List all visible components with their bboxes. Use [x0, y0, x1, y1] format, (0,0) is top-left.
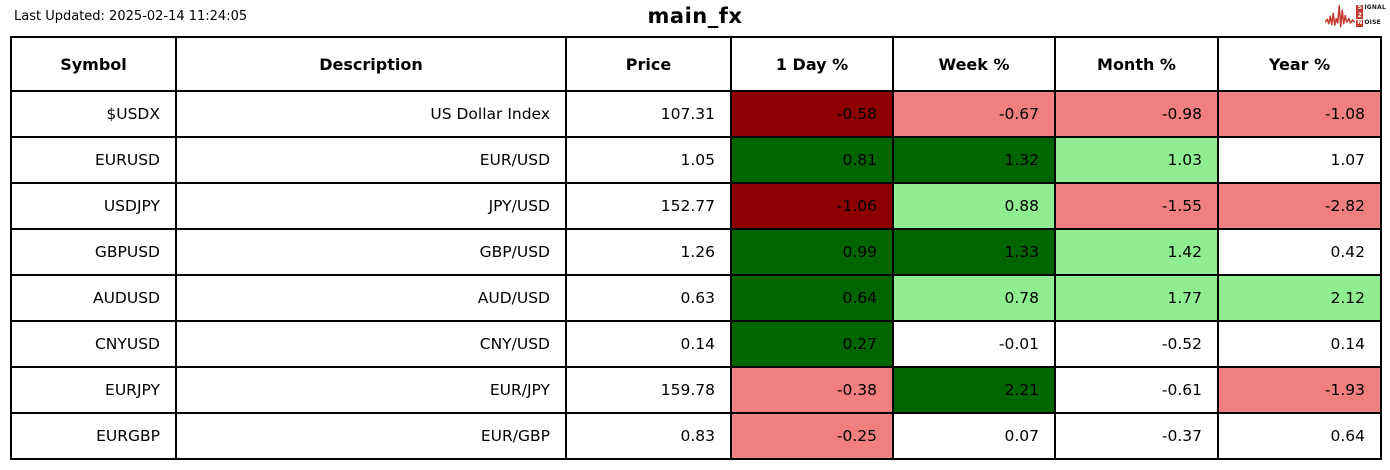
symbol-cell: EURUSD	[10, 136, 177, 184]
month-change-cell: 1.03	[1054, 136, 1219, 184]
price-cell: 0.83	[565, 412, 732, 460]
table-row: EURGBP EUR/GBP 0.83 -0.25 0.07 -0.37 0.6…	[10, 412, 1382, 460]
week-change-cell: 1.33	[892, 228, 1056, 276]
month-change-cell: 1.42	[1054, 228, 1219, 276]
signal2noise-logo: S IGNAL 2 N OISE	[1325, 2, 1386, 29]
logo-letterbox-2: 2	[1356, 11, 1364, 19]
price-cell: 1.05	[565, 136, 732, 184]
year-change-cell: 0.42	[1217, 228, 1382, 276]
symbol-cell: GBPUSD	[10, 228, 177, 276]
symbol-cell: EURGBP	[10, 412, 177, 460]
logo-line-signal: S IGNAL	[1356, 4, 1386, 12]
fx-table: Symbol Description Price 1 Day % Week % …	[10, 36, 1382, 460]
year-change-cell: 1.07	[1217, 136, 1382, 184]
price-cell: 0.63	[565, 274, 732, 322]
week-change-cell: 2.21	[892, 366, 1056, 414]
day-change-cell: 0.27	[730, 320, 894, 368]
symbol-cell: AUDUSD	[10, 274, 177, 322]
column-header-year: Year %	[1217, 36, 1382, 92]
table-row: EURJPY EUR/JPY 159.78 -0.38 2.21 -0.61 -…	[10, 366, 1382, 414]
table-row: AUDUSD AUD/USD 0.63 0.64 0.78 1.77 2.12	[10, 274, 1382, 322]
description-cell: EUR/USD	[175, 136, 567, 184]
price-cell: 1.26	[565, 228, 732, 276]
description-cell: CNY/USD	[175, 320, 567, 368]
month-change-cell: -1.55	[1054, 182, 1219, 230]
symbol-cell: $USDX	[10, 90, 177, 138]
month-change-cell: -0.37	[1054, 412, 1219, 460]
table-row: EURUSD EUR/USD 1.05 0.81 1.32 1.03 1.07	[10, 136, 1382, 184]
day-change-cell: -0.25	[730, 412, 894, 460]
week-change-cell: 0.88	[892, 182, 1056, 230]
month-change-cell: -0.52	[1054, 320, 1219, 368]
page-title: main_fx	[647, 4, 743, 28]
top-bar: Last Updated: 2025-02-14 11:24:05 main_f…	[0, 0, 1390, 36]
table-row: USDJPY JPY/USD 152.77 -1.06 0.88 -1.55 -…	[10, 182, 1382, 230]
year-change-cell: -1.93	[1217, 366, 1382, 414]
day-change-cell: -0.38	[730, 366, 894, 414]
month-change-cell: -0.98	[1054, 90, 1219, 138]
year-change-cell: -1.08	[1217, 90, 1382, 138]
week-change-cell: -0.01	[892, 320, 1056, 368]
price-cell: 107.31	[565, 90, 732, 138]
symbol-cell: CNYUSD	[10, 320, 177, 368]
price-cell: 0.14	[565, 320, 732, 368]
week-change-cell: 1.32	[892, 136, 1056, 184]
symbol-cell: USDJPY	[10, 182, 177, 230]
description-cell: EUR/GBP	[175, 412, 567, 460]
logo-letterbox-s: S	[1356, 4, 1364, 12]
description-cell: AUD/USD	[175, 274, 567, 322]
table-row: GBPUSD GBP/USD 1.26 0.99 1.33 1.42 0.42	[10, 228, 1382, 276]
column-header-month: Month %	[1054, 36, 1219, 92]
description-cell: JPY/USD	[175, 182, 567, 230]
day-change-cell: -0.58	[730, 90, 894, 138]
description-cell: GBP/USD	[175, 228, 567, 276]
description-cell: US Dollar Index	[175, 90, 567, 138]
column-header-symbol: Symbol	[10, 36, 177, 92]
week-change-cell: 0.07	[892, 412, 1056, 460]
price-cell: 152.77	[565, 182, 732, 230]
year-change-cell: -2.82	[1217, 182, 1382, 230]
price-cell: 159.78	[565, 366, 732, 414]
last-updated-text: Last Updated: 2025-02-14 11:24:05	[14, 9, 248, 24]
day-change-cell: 0.64	[730, 274, 894, 322]
year-change-cell: 0.64	[1217, 412, 1382, 460]
column-header-1day: 1 Day %	[730, 36, 894, 92]
logo-letterbox-n: N	[1356, 19, 1364, 27]
month-change-cell: -0.61	[1054, 366, 1219, 414]
logo-line-2: 2	[1356, 12, 1386, 19]
symbol-cell: EURJPY	[10, 366, 177, 414]
column-header-price: Price	[565, 36, 732, 92]
day-change-cell: 0.81	[730, 136, 894, 184]
column-header-week: Week %	[892, 36, 1056, 92]
week-change-cell: 0.78	[892, 274, 1056, 322]
year-change-cell: 2.12	[1217, 274, 1382, 322]
table-row: CNYUSD CNY/USD 0.14 0.27 -0.01 -0.52 0.1…	[10, 320, 1382, 368]
day-change-cell: 0.99	[730, 228, 894, 276]
day-change-cell: -1.06	[730, 182, 894, 230]
year-change-cell: 0.14	[1217, 320, 1382, 368]
waveform-icon	[1325, 5, 1356, 28]
table-row: $USDX US Dollar Index 107.31 -0.58 -0.67…	[10, 90, 1382, 138]
description-cell: EUR/JPY	[175, 366, 567, 414]
column-header-description: Description	[175, 36, 567, 92]
week-change-cell: -0.67	[892, 90, 1056, 138]
logo-text: S IGNAL 2 N OISE	[1356, 4, 1386, 27]
logo-line-noise: N OISE	[1356, 19, 1381, 27]
table-header-row: Symbol Description Price 1 Day % Week % …	[10, 36, 1382, 92]
month-change-cell: 1.77	[1054, 274, 1219, 322]
